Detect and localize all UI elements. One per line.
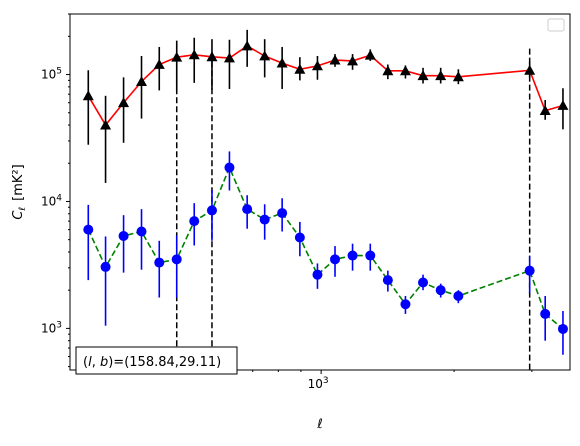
y-axis-label-sub: ℓ bbox=[18, 207, 28, 212]
point-0-9 bbox=[241, 40, 253, 51]
point-1-14 bbox=[330, 254, 341, 265]
point-0-1 bbox=[100, 119, 112, 130]
point-0-14 bbox=[329, 54, 341, 65]
svg-text:Cℓ[mK²]: Cℓ [mK²] bbox=[11, 164, 28, 219]
y-axis-label: Cℓ [mK²] bbox=[11, 164, 28, 219]
point-0-21 bbox=[452, 71, 464, 82]
y-tick-label-2: 105 bbox=[41, 67, 62, 82]
annotation-l: l bbox=[88, 355, 92, 370]
point-0-17 bbox=[382, 65, 394, 76]
x-axis-label: ℓ bbox=[316, 417, 322, 432]
y-tick-label-1: 104 bbox=[41, 193, 62, 208]
point-1-12 bbox=[294, 232, 305, 243]
point-1-4 bbox=[154, 257, 165, 268]
point-1-8 bbox=[224, 162, 235, 173]
point-1-11 bbox=[277, 208, 288, 219]
point-0-4 bbox=[153, 59, 165, 69]
annotation-text: (l, b)=(158.84,29.11) bbox=[83, 355, 221, 370]
y-axis-label-units: [mK²] bbox=[11, 164, 26, 201]
point-0-10 bbox=[259, 50, 271, 61]
point-1-0 bbox=[83, 224, 94, 235]
annotation-b: b bbox=[100, 355, 108, 370]
point-0-5 bbox=[171, 51, 183, 62]
point-1-10 bbox=[259, 214, 270, 225]
point-1-13 bbox=[312, 269, 323, 280]
point-1-20 bbox=[435, 285, 446, 296]
y-axis-label-main: C bbox=[11, 210, 26, 220]
point-1-17 bbox=[382, 275, 393, 286]
point-0-8 bbox=[223, 52, 235, 63]
annotation: (l, b)=(158.84,29.11) bbox=[75, 346, 238, 375]
point-1-23 bbox=[540, 308, 551, 319]
point-0-0 bbox=[82, 90, 94, 101]
point-1-1 bbox=[100, 261, 111, 272]
point-0-22 bbox=[524, 64, 536, 75]
point-1-15 bbox=[347, 250, 358, 261]
point-1-22 bbox=[524, 265, 535, 276]
axes: 103 104 105 103 bbox=[41, 13, 533, 391]
point-0-11 bbox=[276, 57, 288, 68]
point-1-16 bbox=[365, 250, 376, 261]
point-0-24 bbox=[557, 100, 569, 110]
point-1-7 bbox=[206, 205, 217, 216]
point-0-18 bbox=[399, 65, 411, 76]
annotation-box bbox=[75, 346, 238, 375]
point-1-24 bbox=[557, 323, 568, 334]
y-tick-label-0: 103 bbox=[41, 320, 62, 335]
point-0-12 bbox=[294, 63, 306, 74]
plot-frame bbox=[69, 13, 571, 371]
point-0-3 bbox=[136, 76, 148, 86]
point-0-6 bbox=[188, 49, 200, 60]
point-0-2 bbox=[118, 97, 130, 108]
point-0-16 bbox=[364, 49, 376, 60]
x-tick-label-0: 103 bbox=[308, 376, 329, 391]
point-1-21 bbox=[453, 290, 464, 301]
point-0-7 bbox=[206, 51, 218, 62]
series-1 bbox=[83, 151, 568, 355]
point-1-19 bbox=[418, 277, 429, 288]
point-1-2 bbox=[118, 230, 129, 241]
series-0 bbox=[82, 29, 569, 183]
point-0-15 bbox=[347, 55, 359, 66]
legend-box bbox=[547, 18, 565, 32]
point-1-6 bbox=[189, 216, 200, 227]
point-1-18 bbox=[400, 299, 411, 310]
point-1-3 bbox=[136, 226, 147, 237]
point-0-20 bbox=[435, 70, 447, 81]
point-0-13 bbox=[311, 60, 323, 71]
point-0-19 bbox=[417, 70, 429, 81]
point-0-23 bbox=[539, 105, 551, 115]
plot-area bbox=[82, 29, 569, 370]
point-1-9 bbox=[242, 204, 253, 215]
point-1-5 bbox=[171, 254, 182, 265]
